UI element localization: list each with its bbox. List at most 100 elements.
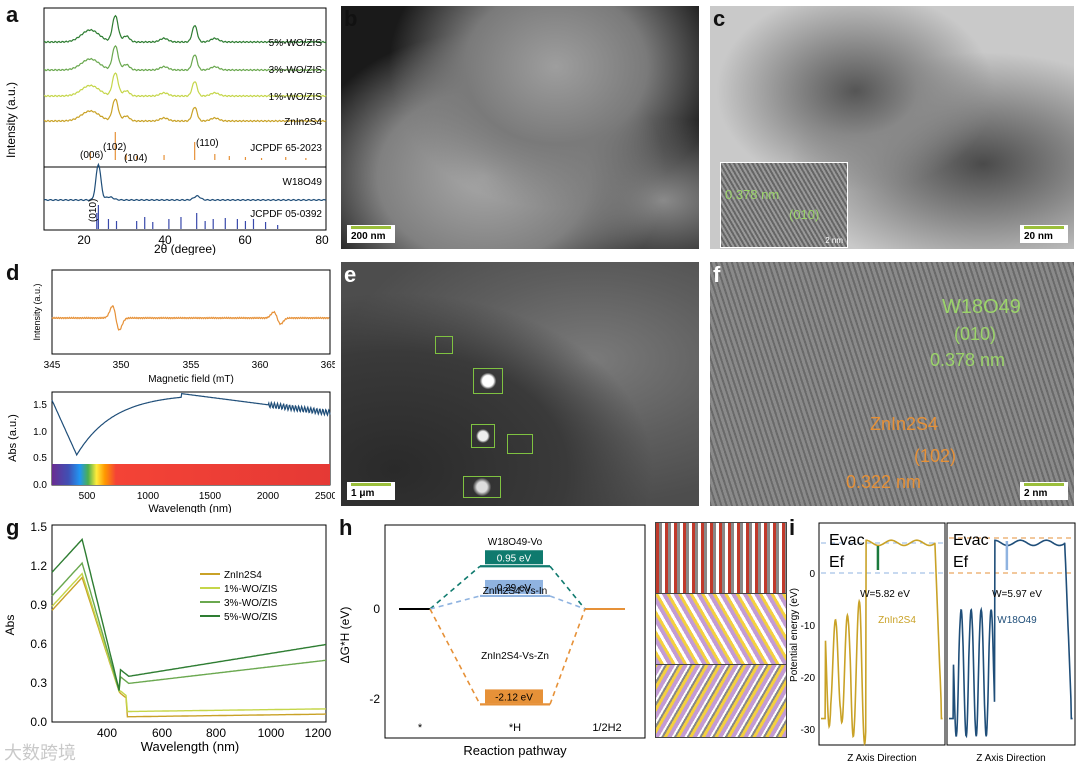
i-xlabel-left: Z Axis Direction: [847, 753, 916, 764]
structure-models: [655, 522, 787, 738]
xrd-label-jcpdf2: JCPDF 05-0392: [250, 209, 322, 220]
panel-a: a Intensity (a.u.) 2θ (degree) 20 40 60 …: [0, 0, 335, 256]
h-ytick-2: -2: [369, 692, 380, 706]
i-evac-right: Evac: [953, 532, 989, 549]
scalebar-b: 200 nm: [347, 225, 395, 243]
xrd-curve-zis: [43, 98, 327, 123]
g-ytick-0: 0.0: [30, 715, 47, 729]
panel-label-h: h: [339, 515, 353, 540]
i-ef-left: Ef: [829, 554, 845, 571]
g-xtick-800: 800: [206, 726, 226, 740]
sem-image-e: e 1 μm: [341, 262, 699, 506]
i-ylabel: Potential energy (eV): [789, 588, 800, 682]
structure-zis-in: [656, 594, 786, 665]
h-path-in-0: [429, 565, 481, 610]
panel-label-b: b: [344, 6, 358, 31]
inset-scale: 2 nm: [825, 236, 843, 245]
epr-xlabel: Magnetic field (mT): [148, 374, 234, 385]
panel-g: g Abs 0.0 0.3 0.6 0.9 1.2 1.5 400 600 80…: [0, 515, 335, 767]
hrtem-image-f: f W18O49 (010) 0.378 nm ZnIn2S4 (102) 0.…: [710, 262, 1074, 506]
h-value-box-1: [485, 579, 543, 594]
i-material-right: W18O49: [997, 615, 1037, 626]
g-curve-5pct: [51, 537, 327, 691]
epr-xtick-360: 360: [252, 360, 269, 371]
h-state-H: *H: [509, 722, 521, 734]
tem-image-c: c 0.378 nm (010) 2 nm 20 nm: [710, 6, 1074, 249]
abs-ytick-1: 1.0: [33, 427, 47, 438]
panel-label-a: a: [6, 2, 19, 27]
xrd-chart: Intensity (a.u.) 2θ (degree) 20 40 60 80…: [4, 7, 329, 256]
peak-010: (010): [88, 199, 99, 222]
h-path-in-2: [429, 608, 481, 705]
peak-110: (110): [196, 138, 219, 149]
sem-image-b: b 200 nm: [341, 6, 699, 249]
scalebar-e: 1 μm: [347, 482, 395, 500]
watermark: 大数跨境: [4, 743, 76, 764]
i-w18-profile: [949, 539, 1073, 739]
h-value-box-2: [485, 689, 543, 704]
g-xtick-1000: 1000: [258, 726, 285, 740]
g-curve-3pct: [51, 561, 327, 692]
peak-006: (006): [80, 150, 103, 161]
i-ytick-10: -10: [801, 621, 816, 632]
xrd-curve-3pct: [43, 44, 327, 72]
f-w18-label: W18O49: [942, 296, 1021, 318]
xrd-label-1: 1%-WO/ZIS: [269, 92, 323, 103]
g-legend-3: 3%-WO/ZIS: [224, 598, 278, 609]
g-legend-zis: ZnIn2S4: [224, 570, 262, 581]
gibbs-chart: 0.95 eV0.29 eV-2.12 eV ΔG*H (eV) 0 -2 * …: [338, 524, 646, 758]
h-path-zn-name: ZnIn2S4-Vs-Zn: [481, 651, 549, 662]
inset-plane: (010): [789, 207, 820, 222]
i-material-left: ZnIn2S4: [878, 615, 916, 626]
uvvis-chart: Abs 0.0 0.3 0.6 0.9 1.2 1.5 400 600 800 …: [3, 520, 332, 754]
scalebar-c: 20 nm: [1020, 225, 1068, 243]
xrd-ylabel: Intensity (a.u.): [4, 82, 18, 158]
h-value-box-0: [485, 550, 543, 565]
g-ytick-15: 1.5: [30, 520, 47, 534]
panel-d: d Intensity (a.u.) 345 350 355 360 365 M…: [0, 258, 338, 515]
epr-ylabel: Intensity (a.u.): [32, 283, 42, 340]
panel-label-f: f: [713, 262, 721, 287]
h-ytick-0: 0: [373, 602, 380, 616]
h-xlabel: Reaction pathway: [463, 743, 567, 758]
f-zis-plane: (102): [914, 446, 957, 466]
panel-label-c: c: [713, 6, 726, 31]
g-ytick-06: 0.6: [30, 637, 47, 651]
g-curve-zis: [51, 576, 326, 718]
g-ytick-09: 0.9: [30, 598, 47, 612]
panel-i: i Potential energy (eV) 0 -10 -20 -30 Z …: [785, 515, 1080, 767]
potential-chart: Potential energy (eV) 0 -10 -20 -30 Z Ax…: [789, 522, 1076, 764]
particle-box-4: [507, 434, 533, 454]
abs-ytick-05: 0.5: [33, 453, 47, 464]
g-legend: ZnIn2S4 1%-WO/ZIS 3%-WO/ZIS 5%-WO/ZIS: [200, 570, 278, 623]
g-xlabel: Wavelength (nm): [141, 739, 240, 754]
epr-xtick-355: 355: [183, 360, 200, 371]
i-zis-profile: [821, 539, 943, 747]
f-w18-d: 0.378 nm: [930, 350, 1006, 370]
f-w18-plane: (010): [954, 324, 997, 344]
abs-xtick-500: 500: [79, 491, 96, 502]
xrd-xlabel: 2θ (degree): [154, 242, 216, 255]
peak-104: (104): [124, 153, 147, 164]
i-ef-right: Ef: [953, 554, 969, 571]
panel-label-g: g: [6, 515, 20, 540]
abs-xtick-2000: 2000: [257, 491, 280, 502]
xrd-label-zis: ZnIn2S4: [284, 117, 322, 128]
panel-h: h 0.95 eV 0.29 eV -2.12 eV ΔG*H (eV) 0 -2 …: [335, 515, 655, 767]
epr-abs-chart: Intensity (a.u.) 345 350 355 360 365 Mag…: [7, 269, 338, 515]
xrd-label-w18: W18O49: [283, 177, 323, 188]
structure-zis-zn: [656, 665, 786, 737]
panel-label-e: e: [344, 262, 357, 287]
structure-w18o49: [656, 523, 786, 594]
g-xtick-600: 600: [152, 726, 172, 740]
i-work-right: W=5.97 eV: [992, 589, 1042, 600]
i-ytick-30: -30: [801, 725, 816, 736]
g-xtick-400: 400: [97, 726, 117, 740]
g-ytick-03: 0.3: [30, 676, 47, 690]
h-path-out-1: [549, 595, 586, 610]
xrd-label-jcpdf1: JCPDF 65-2023: [250, 143, 322, 154]
i-evac-left: Evac: [829, 532, 865, 549]
xrd-xtick-40: 40: [158, 233, 172, 247]
particle-box-1: [435, 336, 453, 354]
peak-102: (102): [103, 142, 126, 153]
